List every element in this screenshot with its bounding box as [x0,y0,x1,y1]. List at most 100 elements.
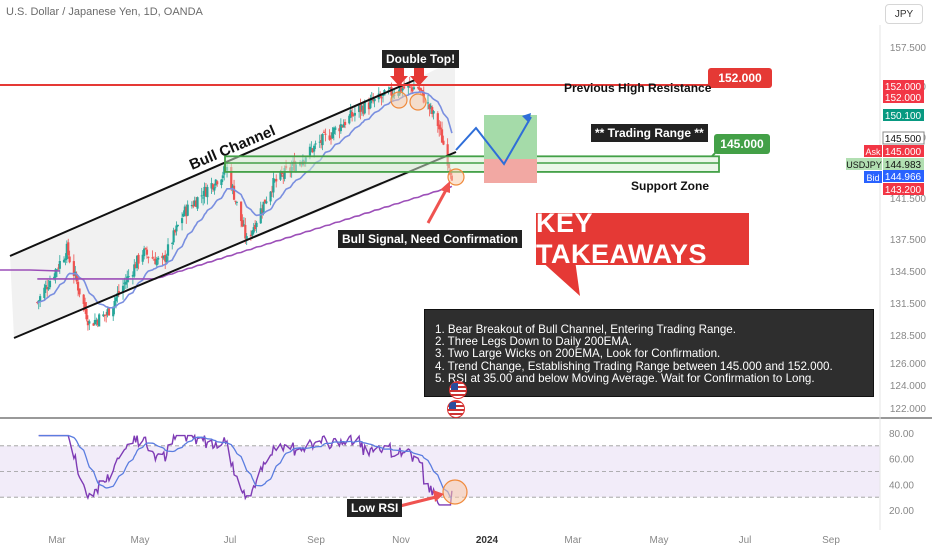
us-flag-icon[interactable] [447,400,465,418]
candle-body [318,141,321,143]
candle-body [438,124,441,130]
price-badge-text: 144.966 [885,172,922,183]
time-tick-label: Mar [48,535,66,546]
rsi-pane [0,433,880,506]
candle-body [213,187,216,191]
previous-high-label: Previous High Resistance [564,81,712,95]
candle-body [210,183,213,189]
price-badge-text: 144.983 [885,160,922,171]
currency-button[interactable]: JPY [885,4,923,24]
price-pane [0,60,455,338]
candle-body [428,104,431,110]
callout-145-box [714,134,770,154]
candle-body [343,121,347,126]
price-tick-label: 126.000 [890,359,927,370]
candle-body [272,178,275,193]
candle-body [400,84,403,92]
candle-body [200,195,203,197]
time-tick-label: May [650,535,669,546]
candle-body [57,267,60,269]
candle-body [369,100,372,109]
candle-body [262,201,265,215]
candle-body [249,234,253,237]
candle-body [283,167,286,179]
candle-body [352,114,355,116]
candle-body [221,175,224,179]
candle-body [419,88,423,91]
rsi-pointer-arrow [399,495,437,508]
highlight-circle [390,91,408,109]
candle-body [172,230,175,243]
low-rsi-label: Low RSI [347,499,403,517]
candle-body [329,138,333,140]
candle-body [195,200,198,207]
time-tick-label: Nov [392,535,410,546]
candle-body [334,127,337,130]
candle-body [251,230,254,236]
takeaway-item: 3. Two Large Wicks on 200EMA, Look for C… [435,347,721,361]
candle-body [206,186,209,198]
rsi-band [0,445,880,498]
rsi-highlight-circle [442,479,468,505]
pointer-arrow-head [440,181,450,193]
candle-body [145,249,149,255]
candle-body [92,323,95,326]
candle-body [203,186,206,197]
candle-body [358,105,361,113]
symbol-tag-text: USDJPY [846,160,882,170]
candle-body [349,110,352,118]
rsi-ma-line [38,434,453,499]
candle-body [348,115,351,124]
candle-body [134,264,137,269]
candle-body [121,285,125,293]
candle-body [137,254,140,264]
candle-body [84,302,87,311]
projected-path [455,116,532,166]
price-badge [883,80,924,92]
candle-body [98,314,101,327]
candle-body [363,101,366,114]
candle-body [412,87,416,90]
candle-body [273,180,276,182]
candle-body [338,128,341,132]
candle-body [175,225,178,232]
price-badge-text: 150.100 [885,111,922,122]
rsi-pointer-arrow-head [433,490,444,502]
takeaway-item: 2. Three Legs Down to Daily 200EMA. [435,335,632,349]
callout-152-box [708,68,772,88]
candle-body [239,201,243,222]
candle-body [417,87,420,89]
candle-body [373,98,376,102]
candle-body [270,191,274,193]
candle-body [68,256,71,263]
candle-body [161,255,164,259]
candle-body [93,319,97,325]
us-flag-icon[interactable] [449,381,467,399]
callout-152-text: 152.000 [718,71,762,85]
candle-body [411,88,414,92]
candle-body [432,111,435,114]
candle-body [67,242,70,256]
price-badge-text: 152.000 [885,82,922,93]
price-tick-label: 157.500 [890,43,927,54]
candle-body [47,287,50,290]
takeaway-item: 5. RSI at 35.00 and below Moving Average… [435,371,815,385]
highlight-circle [409,93,427,111]
candle-body [407,85,410,88]
candle-body [176,225,179,227]
bull-signal-label: Bull Signal, Need Confirmation [338,230,523,248]
candle-body [65,243,68,260]
candle-body [261,210,264,212]
support-zone [224,155,720,173]
candle-body [113,300,116,308]
candle-body [193,200,196,206]
candle-body [114,297,118,302]
candle-body [242,224,245,226]
candle-body [164,254,167,262]
candle-body [78,288,81,295]
price-tick-label: 137.500 [890,235,927,246]
candle-body [186,204,189,216]
price-badge-text: 145.000 [885,147,922,158]
candle-body [72,261,75,276]
